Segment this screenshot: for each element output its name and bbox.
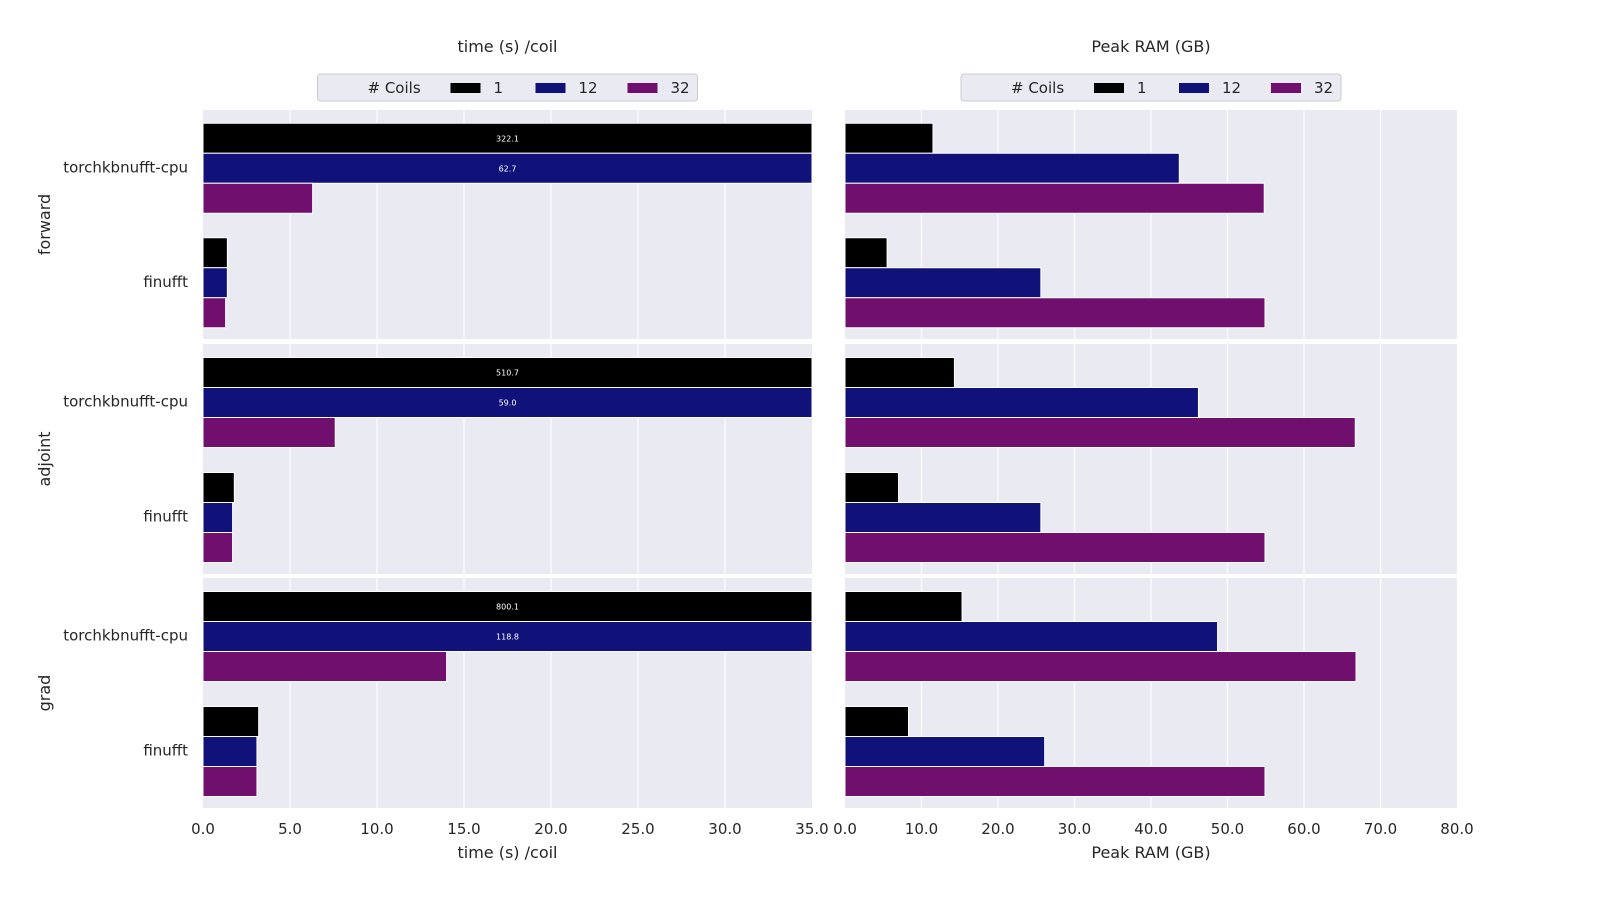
bar-forward-finufft-12 bbox=[844, 267, 1042, 299]
x-tick-label: 0.0 bbox=[191, 820, 215, 838]
bar-adjoint-finufft-12 bbox=[844, 502, 1042, 533]
bar-adjoint-torchkbnufft-cpu-12 bbox=[844, 387, 1199, 418]
x-tick-label: 10.0 bbox=[905, 820, 938, 838]
legend-title: # Coils bbox=[368, 79, 421, 97]
bar-forward-finufft-32 bbox=[844, 297, 1266, 329]
category-label: torchkbnufft-cpu bbox=[63, 393, 188, 411]
legend-swatch-1 bbox=[1094, 83, 1124, 93]
bar-adjoint-finufft-1 bbox=[844, 472, 900, 503]
bar-grad-torchkbnufft-cpu-12 bbox=[844, 621, 1219, 652]
bar-grad-finufft-1 bbox=[844, 706, 909, 737]
row-label-adjoint: adjoint bbox=[35, 431, 54, 486]
bar-grad-torchkbnufft-cpu-32 bbox=[844, 651, 1357, 682]
legend-title: # Coils bbox=[1011, 79, 1064, 97]
legend-label-1: 1 bbox=[1137, 79, 1147, 97]
bar-forward-finufft-1 bbox=[844, 237, 888, 269]
bar-grad-torchkbnufft-cpu-1 bbox=[844, 591, 963, 622]
legend-swatch-12 bbox=[535, 83, 566, 93]
bar-forward-torchkbnufft-cpu-1 bbox=[202, 122, 813, 154]
bar-grad-finufft-32 bbox=[202, 766, 258, 797]
bar-grad-torchkbnufft-cpu-12 bbox=[202, 621, 813, 652]
bar-grad-torchkbnufft-cpu-32 bbox=[202, 651, 448, 682]
bar-grad-finufft-12 bbox=[202, 736, 258, 767]
x-axis-label: Peak RAM (GB) bbox=[1091, 843, 1210, 862]
bar-forward-finufft-32 bbox=[202, 297, 227, 329]
bar-overflow-label: 510.7 bbox=[496, 369, 519, 378]
category-label: finufft bbox=[143, 273, 188, 291]
bar-forward-torchkbnufft-cpu-12 bbox=[202, 152, 813, 184]
category-label: torchkbnufft-cpu bbox=[63, 627, 188, 645]
legend-swatch-32 bbox=[1271, 83, 1301, 93]
bar-adjoint-torchkbnufft-cpu-12 bbox=[202, 387, 813, 418]
bar-overflow-label: 322.1 bbox=[496, 134, 519, 143]
bar-adjoint-torchkbnufft-cpu-32 bbox=[844, 417, 1356, 448]
column-title: time (s) /coil bbox=[457, 37, 557, 56]
bar-grad-finufft-12 bbox=[844, 736, 1046, 767]
category-label: finufft bbox=[143, 742, 188, 760]
category-label: torchkbnufft-cpu bbox=[63, 158, 188, 176]
legend-box bbox=[317, 73, 698, 102]
bar-overflow-label: 118.8 bbox=[496, 633, 519, 642]
x-tick-label: 25.0 bbox=[621, 820, 654, 838]
bar-forward-torchkbnufft-cpu-32 bbox=[202, 182, 314, 214]
bar-grad-torchkbnufft-cpu-1 bbox=[202, 591, 813, 622]
legend-swatch-1 bbox=[450, 83, 481, 93]
bar-adjoint-torchkbnufft-cpu-32 bbox=[202, 417, 336, 448]
bar-overflow-label: 62.7 bbox=[499, 164, 517, 173]
bar-overflow-label: 59.0 bbox=[499, 399, 517, 408]
bar-grad-finufft-1 bbox=[202, 706, 260, 737]
legend-box bbox=[960, 73, 1342, 102]
bar-adjoint-finufft-1 bbox=[202, 472, 235, 503]
legend-label-1: 1 bbox=[494, 79, 504, 97]
x-tick-label: 50.0 bbox=[1211, 820, 1244, 838]
column-title: Peak RAM (GB) bbox=[1091, 37, 1210, 56]
legend-label-32: 32 bbox=[671, 79, 690, 97]
bar-forward-torchkbnufft-cpu-1 bbox=[844, 122, 934, 154]
legend-label-12: 12 bbox=[1222, 79, 1241, 97]
x-tick-label: 10.0 bbox=[360, 820, 393, 838]
x-tick-label: 30.0 bbox=[1058, 820, 1091, 838]
bar-forward-finufft-1 bbox=[202, 237, 228, 269]
x-tick-label: 80.0 bbox=[1440, 820, 1473, 838]
x-tick-label: 20.0 bbox=[981, 820, 1014, 838]
x-tick-label: 5.0 bbox=[278, 820, 302, 838]
bar-adjoint-finufft-12 bbox=[202, 502, 234, 533]
bar-adjoint-torchkbnufft-cpu-1 bbox=[202, 357, 813, 388]
x-tick-label: 60.0 bbox=[1287, 820, 1320, 838]
x-tick-label: 40.0 bbox=[1134, 820, 1167, 838]
x-tick-label: 0.0 bbox=[833, 820, 857, 838]
category-label: finufft bbox=[143, 508, 188, 526]
legend-swatch-32 bbox=[627, 83, 658, 93]
x-tick-label: 20.0 bbox=[534, 820, 567, 838]
legend-swatch-12 bbox=[1179, 83, 1209, 93]
x-tick-label: 35.0 bbox=[795, 820, 828, 838]
bar-grad-finufft-32 bbox=[844, 766, 1266, 797]
x-tick-label: 15.0 bbox=[447, 820, 480, 838]
bar-forward-torchkbnufft-cpu-12 bbox=[844, 152, 1180, 184]
legend-label-32: 32 bbox=[1314, 79, 1333, 97]
x-axis-label: time (s) /coil bbox=[457, 843, 557, 862]
row-label-grad: grad bbox=[35, 675, 54, 712]
legend-label-12: 12 bbox=[579, 79, 598, 97]
bar-overflow-label: 800.1 bbox=[496, 603, 519, 612]
bar-forward-torchkbnufft-cpu-32 bbox=[844, 182, 1265, 214]
bar-adjoint-finufft-32 bbox=[202, 532, 234, 563]
bar-adjoint-finufft-32 bbox=[844, 532, 1266, 563]
bar-forward-finufft-12 bbox=[202, 267, 228, 299]
x-tick-label: 30.0 bbox=[708, 820, 741, 838]
row-label-forward: forward bbox=[35, 194, 54, 255]
x-tick-label: 70.0 bbox=[1364, 820, 1397, 838]
bar-adjoint-torchkbnufft-cpu-1 bbox=[844, 357, 955, 388]
